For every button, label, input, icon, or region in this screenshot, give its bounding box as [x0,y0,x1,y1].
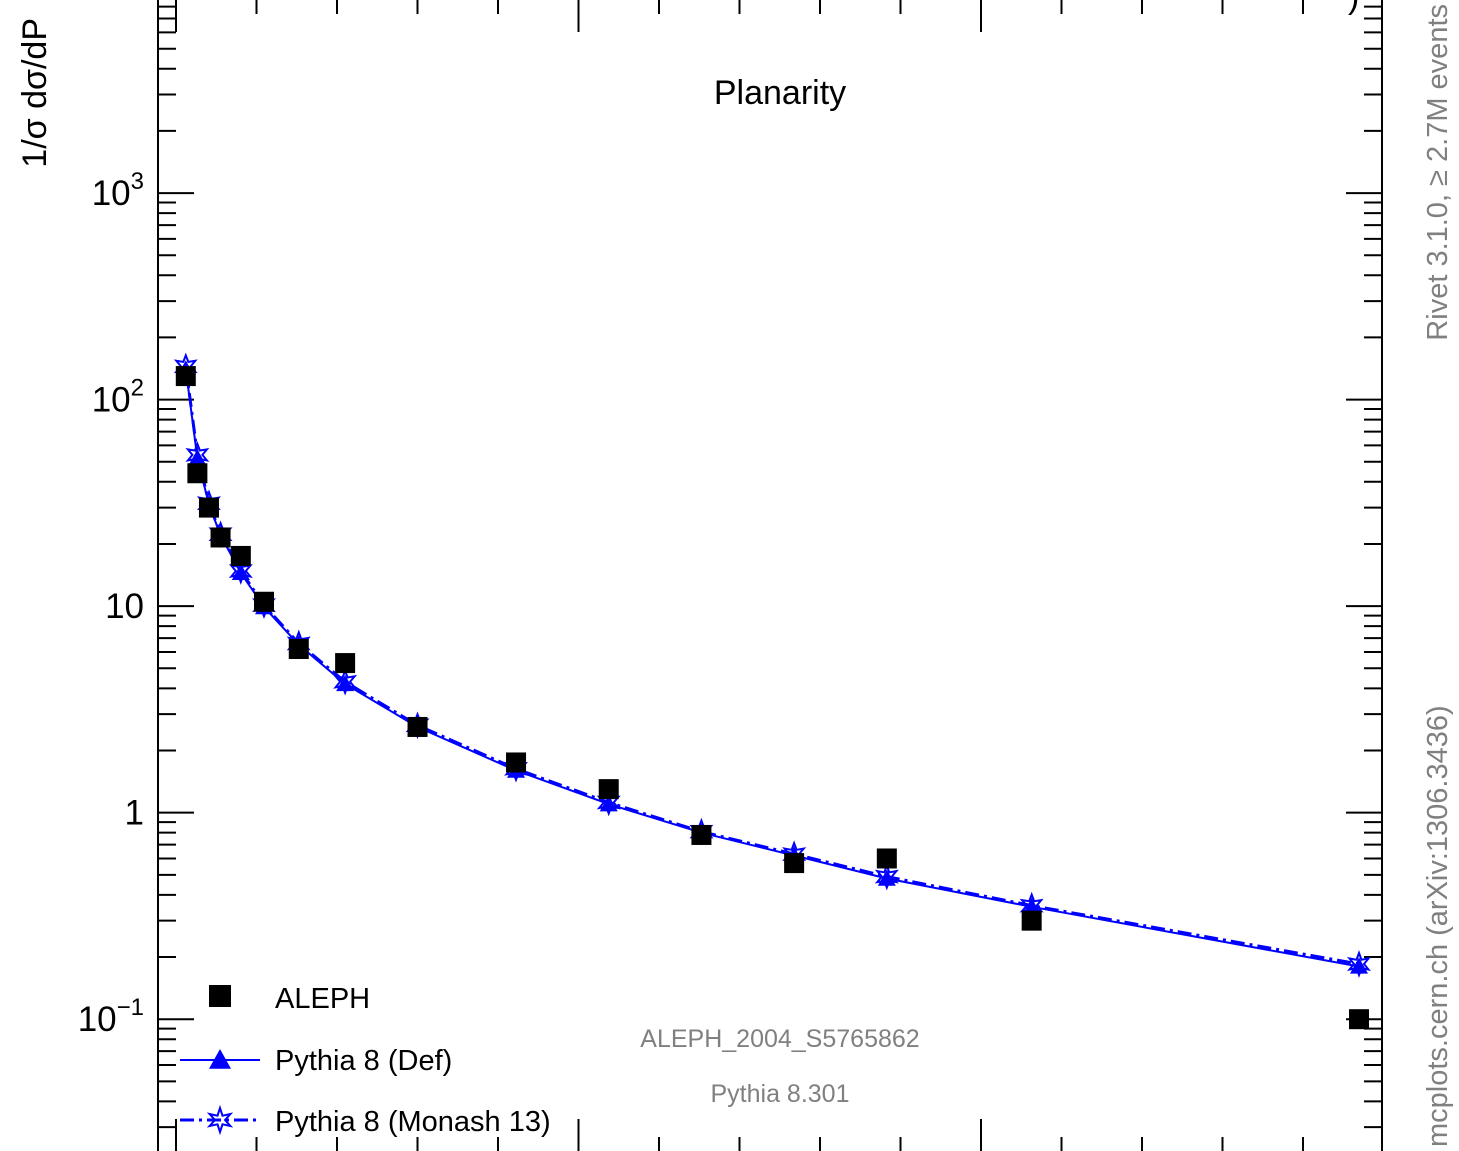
legend-star-marker [206,1104,234,1136]
pythia-monash-point [1347,950,1371,978]
generator-label: Pythia 8.301 [711,1080,850,1108]
pythia-def-point [188,449,207,466]
source-label: mcplots.cern.ch (arXiv:1306.3436) [1422,705,1454,1147]
y-tick-label-exponent: 2 [131,375,144,402]
legend-item-aleph: ALEPH [209,983,370,1015]
aleph-data-point [691,824,712,845]
y-tick-label-base: 1 [125,794,144,833]
y-tick-label-base: 10 [92,381,131,420]
top-title-fragment: ) [1348,0,1359,16]
aleph-data-point [175,366,196,387]
legend-label-pythia-monash: Pythia 8 (Monash 13) [275,1106,551,1138]
rivet-version-label: Rivet 3.1.0, ≥ 2.7M events [1422,4,1454,341]
y-tick-label-exponent: −1 [117,994,144,1021]
series-layer [173,352,1371,1030]
aleph-data-point [335,653,356,674]
aleph-data-point [1349,1009,1370,1030]
y-tick-label: 10−1 [78,994,144,1039]
y-tick-label: 1 [125,794,144,833]
aleph-data-point [876,848,897,869]
aleph-data-point [784,853,805,874]
aleph-data-point [230,545,251,566]
aleph-data-point [210,527,231,548]
aleph-data-point [198,497,219,518]
aleph-data-point [288,639,309,660]
aleph-data-point [598,779,619,800]
legend-item-pythia-monash: Pythia 8 (Monash 13) [180,1104,551,1138]
legend-label-pythia-def: Pythia 8 (Def) [275,1045,452,1077]
series-line-pythia-def [184,369,1360,968]
aleph-data-point [407,716,428,737]
y-tick-label-exponent: 3 [131,168,144,195]
plot-frame [157,0,1383,1151]
y-tick-label-base: 10 [105,587,144,626]
legend: ALEPH Pythia 8 (Def) Pythia 8 (Monash 13… [180,983,551,1138]
y-tick-label: 102 [92,375,144,420]
aleph-data-point [1021,910,1042,931]
y-tick-label: 10 [105,587,144,626]
pythia-monash-point [874,862,899,891]
axis-ticks [158,0,1382,1151]
pythia-monash-point [333,667,358,696]
aleph-data-point [187,463,208,484]
aleph-data-point [506,752,527,773]
aleph-data-point [254,591,275,612]
chart-title: Planarity [714,74,846,112]
series-line-pythia-monash [184,366,1360,966]
y-tick-label-base: 10 [92,174,131,213]
y-tick-label: 103 [92,168,144,213]
analysis-label: ALEPH_2004_S5765862 [640,1025,919,1053]
legend-label-aleph: ALEPH [275,983,370,1015]
y-axis-label: 1/σ dσ/dP [16,18,54,168]
legend-square-marker [209,985,231,1007]
y-tick-label-base: 10 [78,1000,117,1039]
legend-triangle-marker [209,1049,231,1069]
legend-item-pythia-def: Pythia 8 (Def) [180,1045,452,1077]
